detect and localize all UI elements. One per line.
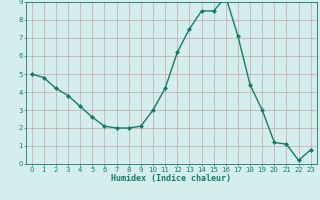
X-axis label: Humidex (Indice chaleur): Humidex (Indice chaleur) [111, 174, 231, 183]
